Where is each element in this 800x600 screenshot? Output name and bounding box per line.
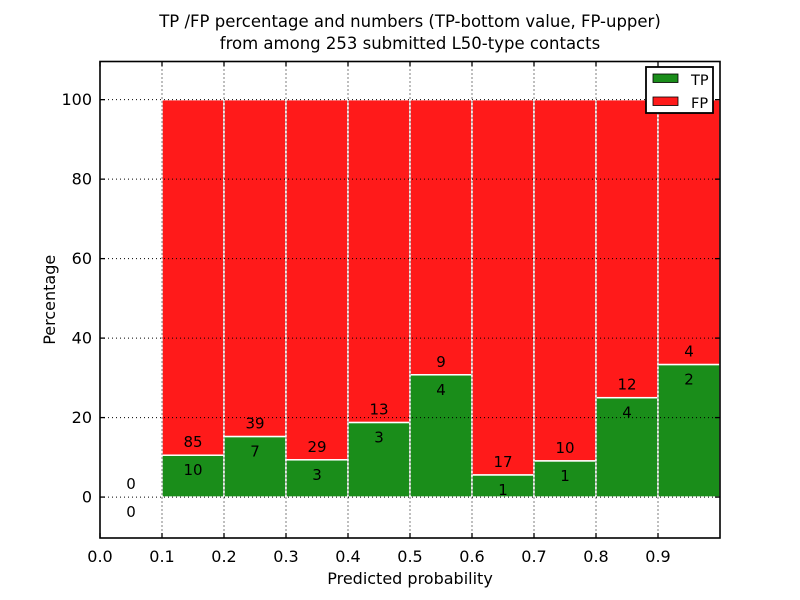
grid-layer	[100, 61, 720, 538]
legend-label-fp: FP	[691, 96, 708, 112]
chart-title-line2: from among 253 submitted L50-type contac…	[220, 34, 600, 53]
tp-count-label: 10	[183, 461, 202, 479]
bar-segment-fp	[223, 98, 287, 438]
tick-labels-layer: 0.0 0.1 0.2 0.3 0.4 0.5 0.6 0.7 0.8 0.90204060801…	[61, 90, 670, 566]
y-tick-label: 40	[72, 329, 92, 348]
tp-count-label: 1	[498, 481, 508, 499]
bar-segment-fp	[409, 98, 473, 376]
x-tick-label: 0.3	[273, 547, 298, 566]
x-tick-label: 0.5	[397, 547, 422, 566]
bars-layer	[161, 98, 721, 498]
tp-count-label: 4	[622, 404, 632, 422]
y-tick-label: 100	[61, 90, 92, 109]
bar-segment-fp	[657, 98, 721, 366]
legend: TP FP	[645, 66, 714, 114]
bar-segment-fp	[347, 98, 411, 424]
y-tick-label: 80	[72, 170, 92, 189]
x-axis-label: Predicted probability	[327, 569, 493, 588]
x-tick-label: 0.6	[459, 547, 484, 566]
fp-count-label: 9	[436, 353, 446, 371]
legend-swatch-tp	[652, 73, 679, 83]
x-tick-label: 0.7	[521, 547, 546, 566]
bar-segment-tp	[223, 435, 287, 498]
fp-count-label: 39	[245, 415, 264, 433]
tp-count-label: 3	[374, 429, 384, 447]
tp-count-label: 0	[126, 503, 136, 521]
x-tick-label: 0.0	[87, 547, 112, 566]
y-tick-label: 20	[72, 408, 92, 427]
bar-segment-fp	[161, 98, 225, 456]
ticks-layer	[99, 61, 720, 538]
x-tick-label: 0.8	[583, 547, 608, 566]
fp-count-label: 0	[126, 475, 136, 493]
bar-segment-fp	[285, 98, 349, 461]
fp-count-label: 29	[307, 438, 326, 456]
fp-count-label: 4	[684, 343, 694, 361]
fp-count-label: 10	[555, 439, 574, 457]
legend-swatch-fp	[652, 96, 679, 106]
bar-segment-fp	[595, 98, 659, 399]
tp-count-label: 7	[250, 443, 260, 461]
tp-count-label: 1	[560, 467, 570, 485]
y-tick-label: 60	[72, 249, 92, 268]
fp-count-label: 12	[617, 376, 636, 394]
tp-count-label: 3	[312, 466, 322, 484]
x-tick-label: 0.9	[645, 547, 670, 566]
x-tick-label: 0.4	[335, 547, 360, 566]
y-tick-label: 0	[82, 488, 92, 507]
x-tick-label: 0.2	[211, 547, 236, 566]
tp-count-label: 2	[684, 371, 694, 389]
bar-segment-fp	[471, 98, 535, 476]
bar-segment-fp	[533, 98, 597, 462]
legend-label-tp: TP	[690, 73, 709, 89]
chart-title-line1: TP /FP percentage and numbers (TP-bottom…	[158, 12, 661, 31]
fp-count-label: 13	[369, 401, 388, 419]
tp-count-label: 4	[436, 381, 446, 399]
bar-segment-tp	[161, 454, 225, 498]
fp-count-label: 85	[183, 433, 202, 451]
fp-count-label: 17	[493, 453, 512, 471]
bar-segment-tp	[657, 363, 721, 498]
y-axis-label: Percentage	[40, 255, 59, 345]
x-tick-label: 0.1	[149, 547, 174, 566]
